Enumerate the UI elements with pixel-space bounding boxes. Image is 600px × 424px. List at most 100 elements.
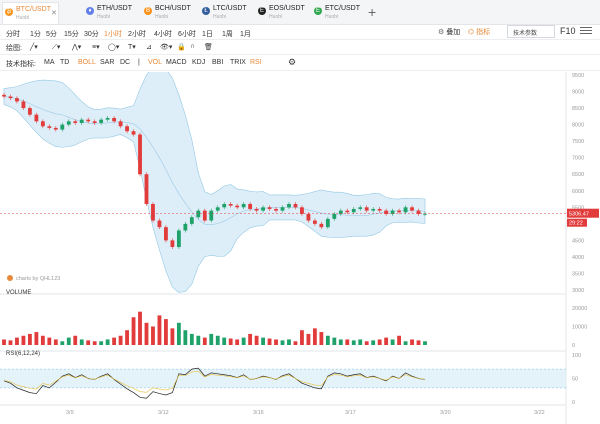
rsi-axis-label: 100 xyxy=(572,353,581,359)
timeframe-8[interactable]: 6小时 xyxy=(178,31,196,38)
volume-bar xyxy=(105,339,110,345)
magnet-icon[interactable]: ∩ xyxy=(190,43,196,50)
volume-bar xyxy=(397,335,402,345)
shape-tool-icon[interactable]: ◯▾ xyxy=(108,44,120,51)
volume-bar xyxy=(118,335,123,345)
tab-symbol: BCH/USDT xyxy=(155,5,191,12)
volume-bar xyxy=(151,326,155,345)
timeframe-1[interactable]: 1分 xyxy=(30,31,41,38)
rsi6-line xyxy=(3,367,426,399)
indicator-bar: 技术指标: MA TD BOLL SAR DC | VOL MACD KDJ BBI TRIX RSI ⚙ xyxy=(0,57,600,71)
timeframe-11[interactable]: 1月 xyxy=(240,31,251,38)
candle xyxy=(15,98,19,102)
volume-bar xyxy=(189,333,194,345)
candle xyxy=(138,134,142,175)
tech-params-button[interactable]: 技术参数 xyxy=(507,25,555,38)
candle xyxy=(319,223,324,228)
tech-td[interactable]: TD xyxy=(60,59,70,66)
volume-bar xyxy=(364,341,369,345)
volume-bar xyxy=(351,340,356,345)
tech-rsi[interactable]: RSI xyxy=(250,59,262,66)
tech-boll[interactable]: BOLL xyxy=(78,59,96,66)
more-icon[interactable] xyxy=(580,26,592,36)
tab-btc-usdt[interactable]: ₿ BTC/USDT Huobi ✕ xyxy=(2,2,59,24)
volume-bar xyxy=(27,333,32,345)
volume-bar xyxy=(267,338,272,345)
line-tool-icon[interactable]: ╱▾ xyxy=(30,44,38,51)
candle xyxy=(189,217,194,224)
tech-ma[interactable]: MA xyxy=(44,59,55,66)
chart-area[interactable]: 9500 9000 8500 8000 7500 7000 6500 6000 5500 50 0 0… xyxy=(0,72,600,424)
volume-bar xyxy=(131,317,136,345)
lock-icon[interactable]: 🔒 xyxy=(177,44,186,51)
volume-label: VOLUME xyxy=(6,290,31,296)
candle xyxy=(2,94,6,97)
timeframe-9[interactable]: 1日 xyxy=(202,31,213,38)
volume-bar xyxy=(300,330,304,345)
candle xyxy=(73,121,78,123)
volume-bar xyxy=(228,338,233,345)
f10-button[interactable]: F10 xyxy=(560,26,576,36)
timeframe-6[interactable]: 2小时 xyxy=(128,31,146,38)
close-icon[interactable]: ✕ xyxy=(51,10,57,17)
price-axis-label: 6000 xyxy=(572,189,584,195)
timeframe-2[interactable]: 5分 xyxy=(46,31,57,38)
indicator-button[interactable]: ⌬ 指标 xyxy=(468,27,490,37)
tech-dc[interactable]: DC xyxy=(120,59,131,66)
text-tool-icon[interactable]: T▾ xyxy=(128,44,136,51)
ray-tool-icon[interactable]: ⟋▾ xyxy=(52,44,61,51)
bollinger-band xyxy=(3,72,426,293)
tab-eos-usdt[interactable]: E EOS/USDT Huobi xyxy=(256,2,313,22)
volume-bar xyxy=(47,337,52,345)
settings-gear-icon[interactable]: ⚙ xyxy=(288,57,297,67)
price-axis-label: 5500 xyxy=(572,205,584,211)
timeframe-10[interactable]: 1周 xyxy=(222,31,233,38)
volume-bar xyxy=(157,315,162,345)
fib-tool-icon[interactable]: ≡▾ xyxy=(92,44,100,51)
timeframe-7[interactable]: 4小时 xyxy=(154,31,172,38)
measure-tool-icon[interactable]: ⊿ xyxy=(146,44,152,51)
candle xyxy=(312,220,317,224)
tech-trix[interactable]: TRIX xyxy=(230,59,246,66)
eye-icon[interactable]: 👁▾ xyxy=(160,44,173,51)
timeframe-3[interactable]: 15分 xyxy=(64,31,79,38)
timeframe-0[interactable]: 分时 xyxy=(6,31,20,38)
timeframe-5[interactable]: 1小时 xyxy=(104,31,122,38)
tech-vol[interactable]: VOL xyxy=(148,59,163,66)
candle xyxy=(170,240,175,247)
draw-label: 绘图: xyxy=(6,45,22,52)
volume-bar xyxy=(358,339,363,345)
volume-bar xyxy=(99,341,104,345)
tech-bbi[interactable]: BBI xyxy=(212,59,224,66)
volume-bar xyxy=(254,335,259,345)
tab-bch-usdt[interactable]: B BCH/USDT Huobi xyxy=(142,2,199,22)
volume-bar xyxy=(390,339,395,345)
volume-bar xyxy=(410,339,414,345)
tech-kdj[interactable]: KDJ xyxy=(192,59,206,66)
channel-tool-icon[interactable]: ⋀▾ xyxy=(72,44,82,51)
candle xyxy=(79,119,84,123)
volume-bar xyxy=(338,339,343,345)
volume-bar xyxy=(92,341,97,345)
volume-bar xyxy=(86,340,91,345)
tech-macd[interactable]: MACD xyxy=(166,59,187,66)
candle xyxy=(306,213,311,221)
price-axis-label: 7500 xyxy=(572,139,584,145)
candle xyxy=(202,210,207,221)
rsi-label: RSI(6,12,24) xyxy=(6,351,40,357)
tab-ltc-usdt[interactable]: Ł LTC/USDT Huobi xyxy=(200,2,257,22)
add-tab-button[interactable]: + xyxy=(368,4,377,20)
tab-eth-usdt[interactable]: ♦ ETH/USDT Huobi xyxy=(84,2,141,22)
current-price-tag xyxy=(567,208,599,218)
overlay-button[interactable]: ⚙ 叠加 xyxy=(438,27,460,37)
overlay-label: 叠加 xyxy=(446,29,461,36)
volume-bar xyxy=(164,319,168,345)
volume-bar xyxy=(196,335,201,345)
watermark-logo-icon xyxy=(7,275,13,281)
tech-sar[interactable]: SAR xyxy=(100,59,115,66)
volume-bar xyxy=(222,337,227,345)
coin-icon: B xyxy=(144,7,152,15)
timeframe-4[interactable]: 30分 xyxy=(84,31,99,38)
tab-etc-usdt[interactable]: E ETC/USDT Huobi xyxy=(312,2,369,22)
delete-icon[interactable]: 🗑 xyxy=(204,44,213,51)
